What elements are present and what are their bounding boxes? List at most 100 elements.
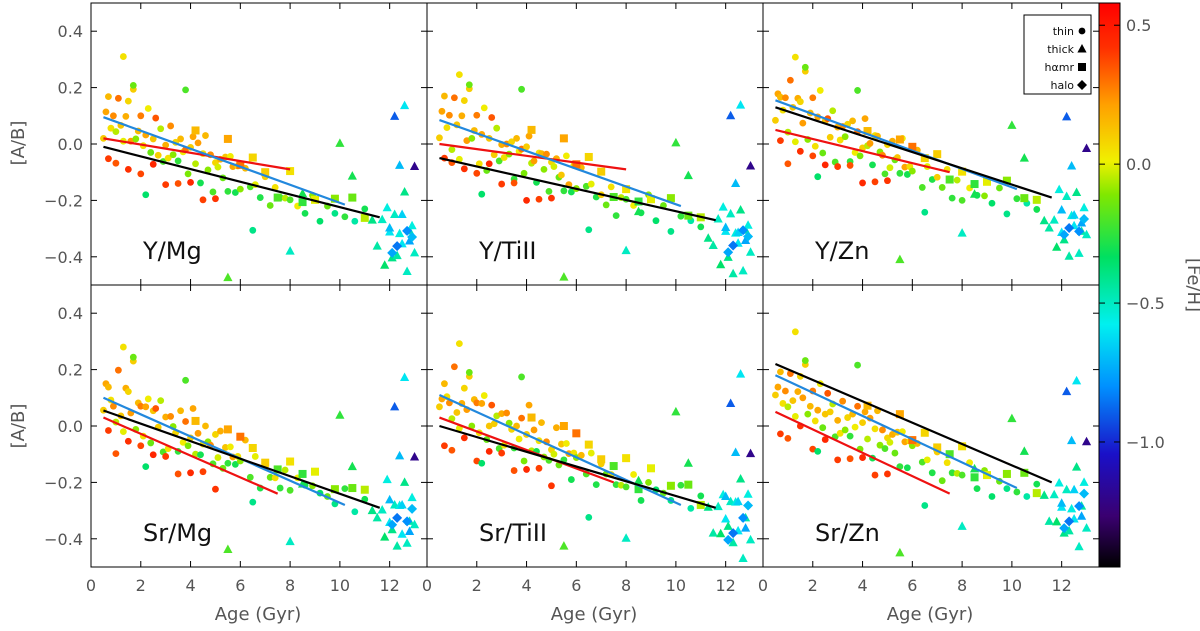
- data-point: [498, 449, 506, 457]
- data-point: [202, 132, 209, 139]
- data-point: [895, 135, 904, 144]
- data-point: [713, 214, 723, 223]
- data-point: [404, 236, 415, 245]
- data-point: [553, 424, 560, 432]
- data-point: [856, 152, 864, 160]
- data-point: [298, 198, 307, 207]
- data-point: [246, 473, 254, 481]
- x-tick-label: 10: [330, 576, 350, 595]
- data-point: [124, 388, 132, 395]
- data-point: [728, 240, 739, 251]
- data-point: [821, 161, 829, 169]
- data-point: [455, 155, 463, 163]
- data-point: [981, 192, 988, 200]
- data-point: [285, 246, 295, 255]
- data-point: [197, 179, 204, 187]
- data-point: [137, 442, 145, 450]
- data-point: [738, 265, 748, 275]
- data-point: [920, 154, 929, 163]
- data-point: [438, 107, 446, 115]
- data-point: [436, 403, 443, 411]
- colorbar-tick-label: −0.5: [1126, 294, 1165, 313]
- data-point: [231, 189, 239, 196]
- y-tick-label: −0.2: [44, 473, 83, 492]
- x-tick-label: 12: [715, 576, 735, 595]
- data-point: [809, 94, 817, 102]
- data-point: [169, 151, 177, 159]
- data-point: [728, 268, 738, 278]
- data-point: [513, 134, 520, 142]
- data-point: [162, 141, 170, 149]
- data-point: [508, 138, 516, 146]
- data-point: [958, 197, 966, 204]
- data-point: [933, 173, 941, 181]
- data-point: [697, 223, 705, 231]
- data-point: [884, 470, 891, 478]
- data-point: [548, 194, 555, 202]
- data-point: [559, 541, 569, 550]
- data-point: [392, 541, 402, 550]
- data-point: [385, 494, 395, 504]
- x-tick-label: 6: [907, 576, 917, 595]
- panel-points: [436, 340, 756, 563]
- fit-line-black: [439, 424, 717, 509]
- data-point: [829, 107, 837, 115]
- data-point: [446, 111, 453, 119]
- fit-line-red: [775, 128, 950, 174]
- data-point: [261, 168, 270, 177]
- data-point: [360, 485, 369, 494]
- data-point: [129, 81, 137, 89]
- data-point: [602, 201, 610, 209]
- colorbar: 0.5 0.0 −0.5 −1.0 [Fe/H]: [1098, 2, 1200, 568]
- data-point: [400, 477, 410, 486]
- data-point: [983, 177, 991, 186]
- data-point: [920, 428, 929, 437]
- panel-points: [436, 71, 756, 281]
- data-point: [597, 167, 606, 176]
- data-point: [535, 464, 543, 472]
- data-point: [716, 259, 726, 269]
- data-point: [525, 132, 533, 140]
- data-point: [530, 157, 538, 165]
- x-tick-label: 2: [808, 576, 818, 595]
- data-point: [182, 418, 189, 425]
- data-point: [341, 485, 349, 493]
- colorbar-tick-label: −1.0: [1126, 433, 1165, 452]
- data-point: [523, 197, 530, 204]
- data-point: [382, 474, 392, 484]
- data-point: [380, 260, 390, 269]
- data-point: [1057, 204, 1067, 214]
- data-point: [799, 394, 807, 402]
- data-point: [895, 547, 905, 557]
- data-point: [841, 133, 849, 141]
- data-point: [738, 512, 749, 523]
- data-point: [460, 165, 468, 173]
- data-point: [726, 110, 736, 120]
- colorbar-gradient: [1098, 2, 1121, 568]
- data-point: [179, 438, 187, 446]
- data-point: [377, 214, 387, 224]
- data-point: [182, 376, 189, 384]
- data-point: [723, 521, 733, 530]
- data-point: [110, 112, 117, 120]
- data-point: [223, 134, 232, 143]
- data-point: [407, 503, 418, 514]
- x-tick-label: 8: [285, 576, 295, 595]
- data-point: [733, 496, 743, 506]
- data-point: [716, 528, 726, 538]
- data-point: [567, 476, 575, 483]
- legend-diamond-icon: [1077, 80, 1087, 90]
- data-point: [490, 420, 498, 428]
- data-point: [1052, 242, 1062, 251]
- data-point: [647, 464, 655, 473]
- data-point: [395, 450, 405, 460]
- data-point: [881, 170, 889, 178]
- data-point: [876, 441, 884, 449]
- data-point: [409, 519, 420, 529]
- data-point: [261, 458, 270, 467]
- data-point: [846, 455, 854, 463]
- data-point: [194, 429, 202, 437]
- data-point: [407, 232, 418, 243]
- colorbar-tick-label: 0.5: [1126, 16, 1151, 35]
- data-point: [197, 451, 204, 459]
